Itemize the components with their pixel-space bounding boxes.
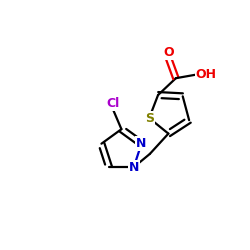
Text: N: N	[128, 161, 139, 174]
Text: N: N	[136, 137, 146, 150]
Text: Cl: Cl	[106, 97, 120, 110]
Text: S: S	[145, 112, 154, 124]
Text: O: O	[163, 46, 174, 60]
Text: OH: OH	[196, 68, 217, 81]
